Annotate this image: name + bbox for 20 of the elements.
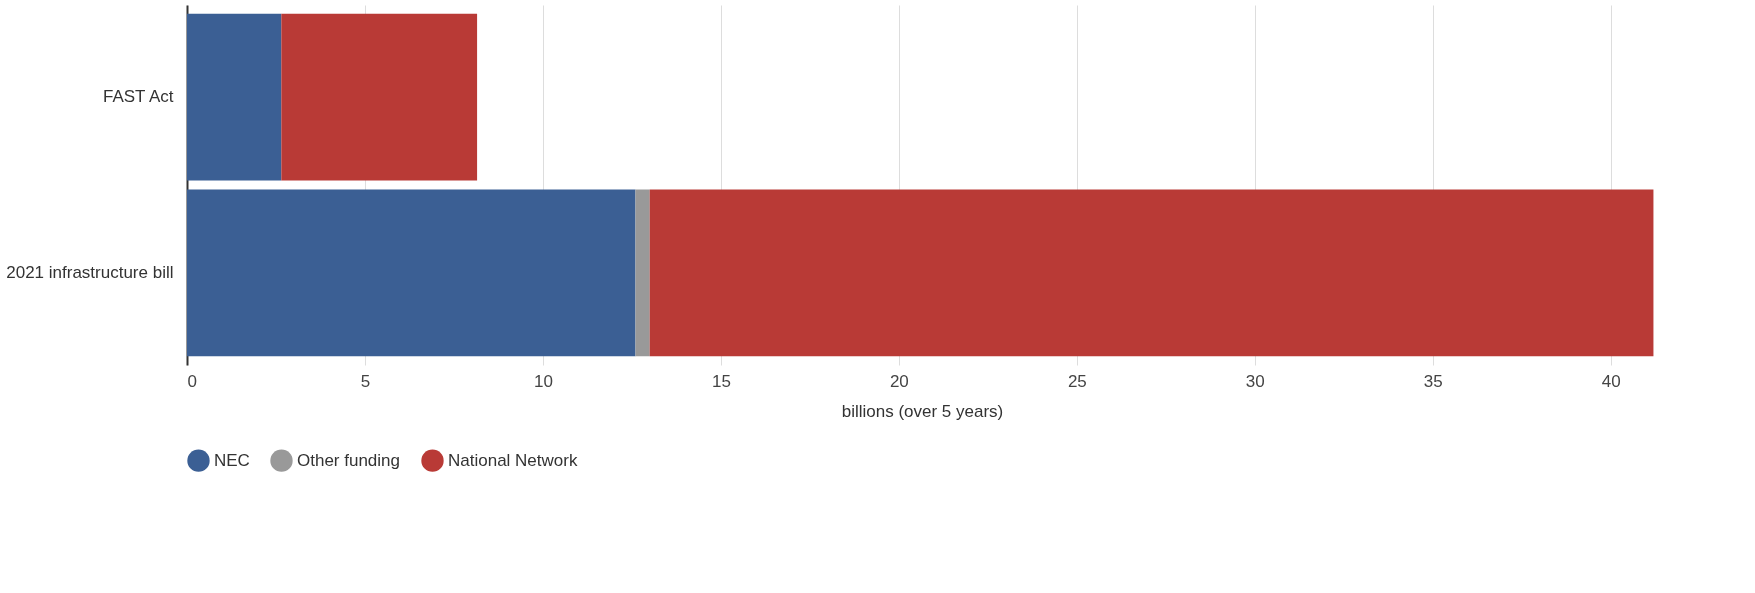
bar bbox=[187, 189, 636, 357]
bar bbox=[649, 189, 1654, 357]
legend-label: Other funding bbox=[297, 450, 401, 470]
x-tick-label: 25 bbox=[1067, 371, 1087, 391]
bar bbox=[187, 13, 282, 181]
x-tick-label: 30 bbox=[1245, 371, 1265, 391]
x-tick-label: 15 bbox=[711, 371, 731, 391]
x-tick-label: 0 bbox=[187, 371, 197, 391]
x-tick-label: 40 bbox=[1601, 371, 1621, 391]
bar bbox=[281, 13, 478, 181]
x-tick-label: 5 bbox=[360, 371, 371, 391]
legend-label: NEC bbox=[214, 450, 250, 470]
y-tick-label: FAST Act bbox=[102, 87, 174, 107]
legend-label: National Network bbox=[448, 450, 578, 470]
x-tick-label: 35 bbox=[1423, 371, 1443, 391]
x-axis-title: billions (over 5 years) bbox=[841, 401, 1004, 421]
x-tick-label: 10 bbox=[533, 371, 553, 391]
y-tick-label: 2021 infrastructure bill bbox=[6, 262, 174, 282]
x-tick-label: 20 bbox=[889, 371, 909, 391]
bar bbox=[635, 189, 650, 357]
